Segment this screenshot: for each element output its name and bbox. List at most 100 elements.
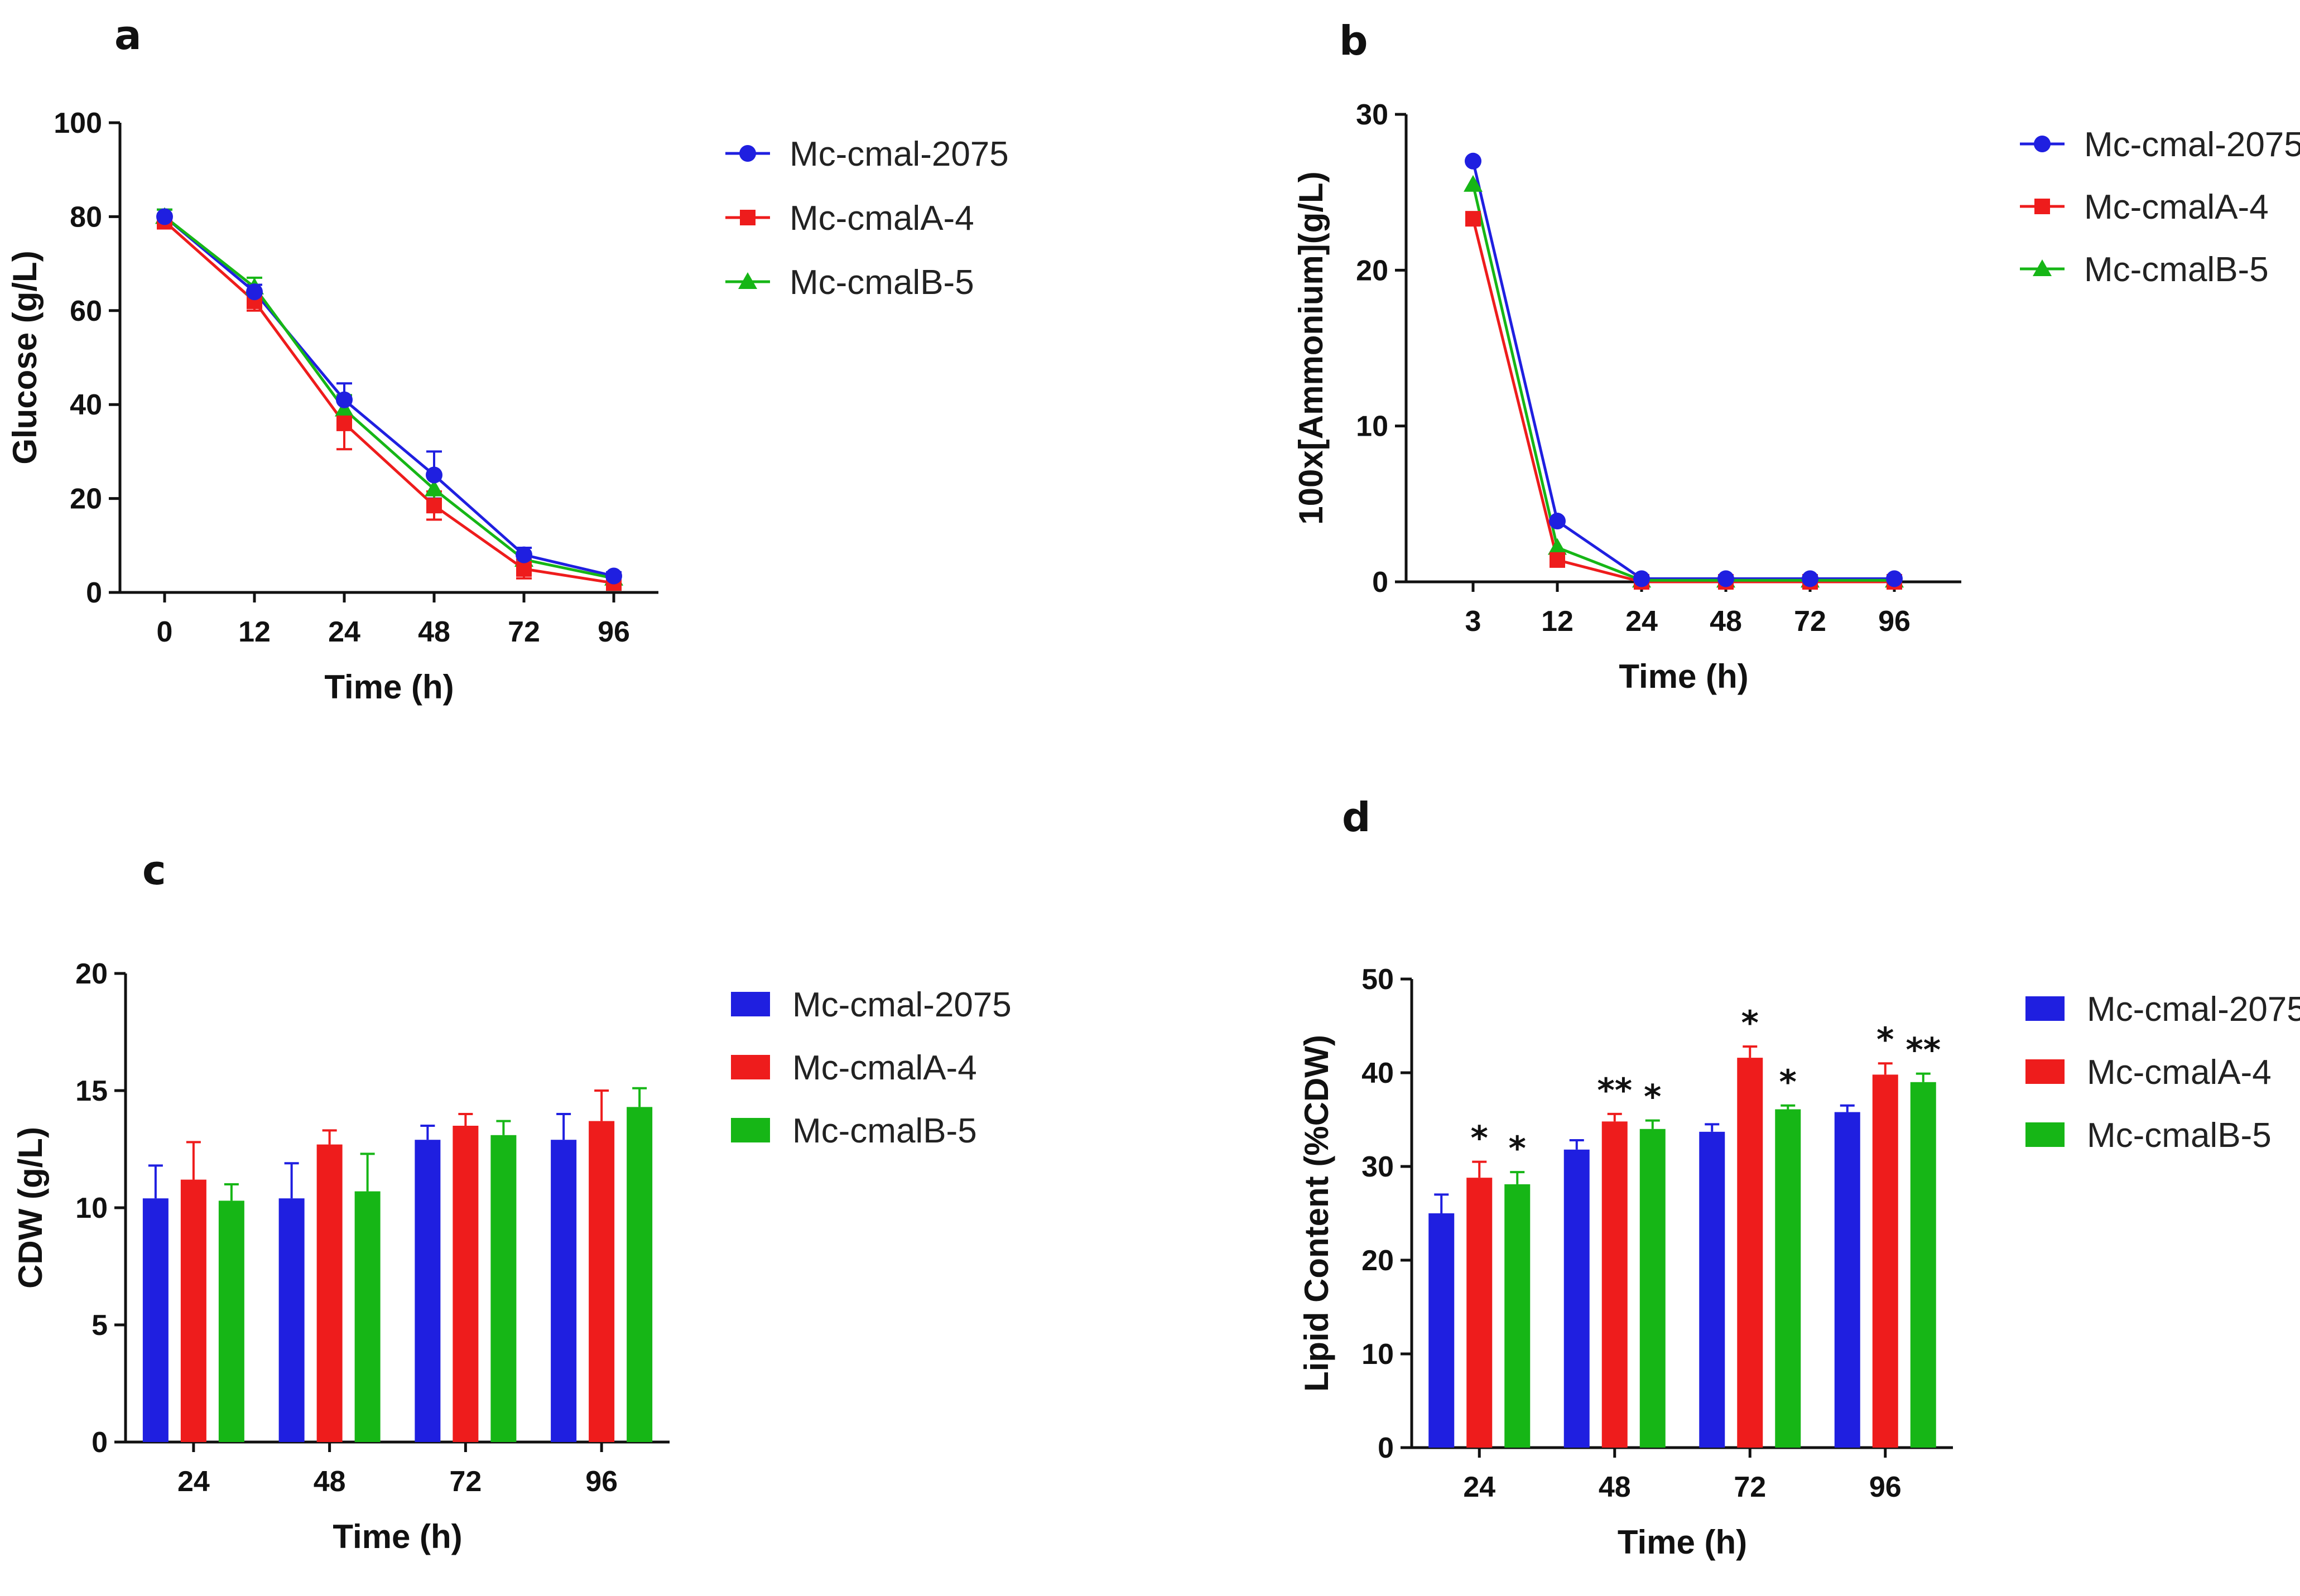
y-tick-label: 50: [1361, 963, 1394, 996]
y-tick-label: 20: [70, 483, 102, 515]
significance-star: *: [1741, 1004, 1759, 1043]
legend-label: Mc-cmalB-5: [792, 1112, 977, 1150]
bar: [1699, 1131, 1725, 1448]
legend-marker: [2034, 199, 2050, 214]
bar: [415, 1140, 441, 1442]
x-tick-label: 96: [598, 616, 630, 648]
y-tick-label: 60: [70, 295, 102, 327]
bar: [1910, 1082, 1936, 1448]
x-tick-label: 3: [1465, 605, 1481, 638]
y-tick-label: 30: [1361, 1151, 1394, 1183]
x-tick-label: 48: [1710, 605, 1742, 638]
bar: [1639, 1129, 1666, 1448]
panel-d: d 0 10 20 30 40 50 24 48 72 96 Time (h) Lipid Conten…: [1298, 794, 2300, 1561]
bar: [142, 1198, 169, 1442]
data-point: [516, 546, 532, 563]
bar: [180, 1179, 206, 1442]
data-point: [246, 283, 263, 301]
legend-label: Mc-cmal-2075: [792, 986, 1012, 1024]
x-tick-label: 12: [238, 616, 271, 648]
data-point: [1464, 175, 1483, 192]
bar: [278, 1198, 305, 1442]
x-tick-label: 48: [314, 1465, 346, 1498]
series-line: [163, 215, 614, 580]
data-point: [426, 498, 442, 514]
bar: [627, 1107, 653, 1442]
x-tick-label: 48: [418, 616, 450, 648]
bar: [490, 1135, 517, 1442]
significance-star: *: [1876, 1020, 1894, 1059]
x-tick-label: 48: [1599, 1471, 1631, 1503]
panel-letter: a: [114, 12, 142, 59]
bar: [1466, 1178, 1493, 1448]
y-tick-label: 15: [75, 1075, 108, 1107]
y-tick-label: 100: [54, 107, 102, 139]
panel-b: b 0 10 20 30 3 12 24 48 72 96 Time (h) 100x[Ammonium…: [1292, 17, 2300, 695]
data-point: [336, 391, 353, 408]
series-line: [1471, 218, 1894, 584]
y-tick-label: 40: [1361, 1057, 1394, 1089]
bar: [218, 1200, 244, 1442]
data-point: [1802, 570, 1818, 587]
x-axis-title: Time (h): [1618, 1523, 1747, 1561]
legend-marker: [738, 272, 757, 289]
significance-star: *: [1471, 1119, 1488, 1158]
legend-swatch: [731, 992, 770, 1016]
y-tick-label: 0: [1378, 1432, 1394, 1464]
y-axis-title: Glucose (g/L): [6, 250, 44, 464]
x-tick-label: 24: [328, 616, 360, 648]
x-axis-title: Time (h): [1619, 658, 1748, 695]
legend-marker: [2034, 136, 2051, 152]
legend-marker: [2033, 259, 2052, 276]
y-tick-label: 10: [75, 1192, 108, 1224]
bar: [1775, 1109, 1801, 1448]
legend-label: Mc-cmalA-4: [2087, 1053, 2272, 1092]
y-tick-label: 30: [1356, 99, 1388, 131]
y-axis-title: CDW (g/L): [12, 1127, 49, 1289]
x-tick-label: 96: [1878, 605, 1911, 638]
bar: [589, 1121, 615, 1442]
bar: [354, 1191, 381, 1442]
y-tick-label: 5: [92, 1309, 108, 1342]
series-line: [163, 215, 614, 577]
x-axis-title: Time (h): [333, 1518, 462, 1555]
data-point: [1550, 552, 1565, 568]
bar: [1834, 1112, 1860, 1448]
y-axis-title: 100x[Ammonium](g/L): [1292, 171, 1330, 524]
panel-letter: d: [1342, 794, 1371, 841]
significance-star: *: [1779, 1063, 1797, 1102]
data-point: [156, 208, 173, 225]
data-point: [1465, 152, 1481, 170]
legend-swatch: [2025, 1122, 2065, 1147]
legend-label: Mc-cmalA-4: [790, 199, 974, 238]
bar: [1504, 1184, 1531, 1448]
x-tick-label: 72: [1794, 605, 1826, 638]
legend-marker: [740, 210, 756, 225]
y-tick-label: 10: [1356, 411, 1388, 443]
data-point: [1886, 570, 1903, 587]
significance-star: **: [1597, 1071, 1632, 1110]
data-point: [1633, 570, 1650, 587]
data-point: [426, 466, 442, 484]
y-tick-label: 0: [86, 577, 102, 609]
legend-swatch: [731, 1118, 770, 1142]
series-line: [1471, 161, 1894, 580]
x-tick-label: 24: [1463, 1471, 1495, 1503]
data-point: [1717, 570, 1734, 587]
panel-a: a 0 20 40 60 80 100 0 12 24 48 72 96 Time (h) Glucose …: [6, 12, 1009, 706]
bar: [316, 1144, 343, 1442]
legend-swatch: [731, 1055, 770, 1079]
bar: [1737, 1058, 1763, 1448]
data-point: [1549, 513, 1566, 530]
data-point: [336, 415, 352, 431]
x-tick-label: 72: [1734, 1471, 1766, 1503]
x-tick-label: 24: [1625, 605, 1658, 638]
y-tick-label: 80: [70, 201, 102, 233]
panel-letter: b: [1339, 17, 1368, 64]
data-point: [605, 567, 622, 585]
bar: [551, 1140, 577, 1442]
data-point: [1548, 538, 1567, 555]
x-tick-label: 96: [585, 1465, 618, 1498]
bar: [1563, 1149, 1590, 1448]
